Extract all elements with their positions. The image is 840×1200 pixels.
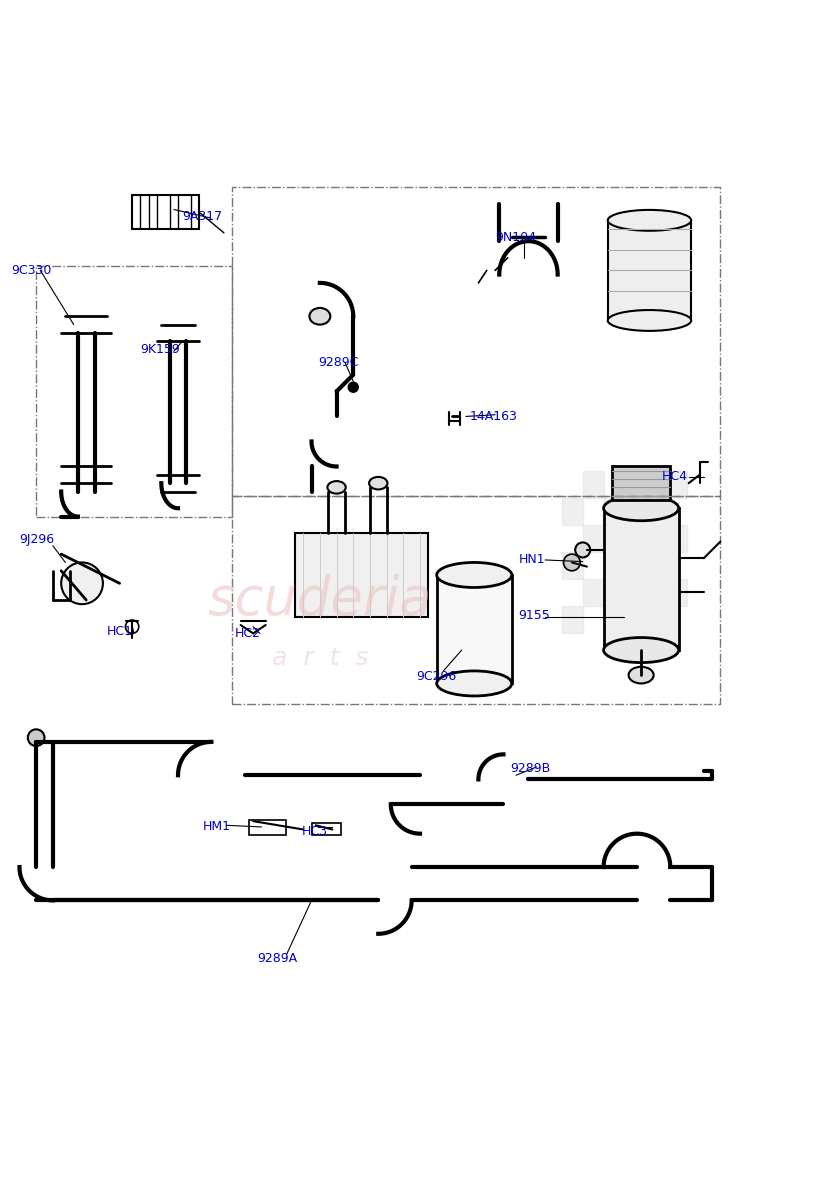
Bar [437,575,512,684]
Text: HC2: HC2 [234,626,260,640]
Text: 9N104: 9N104 [495,230,536,244]
Text: 9K159: 9K159 [140,343,181,356]
Bar [583,470,604,498]
Bar [562,552,583,580]
Bar [666,524,687,552]
Text: 9J296: 9J296 [19,534,55,546]
Bar [624,524,645,552]
Text: 9155: 9155 [518,608,550,622]
Bar [645,606,666,634]
Bar [295,533,428,617]
Ellipse shape [604,496,679,521]
Text: scuderia: scuderia [207,574,432,626]
Text: 14A163: 14A163 [470,410,518,422]
Text: HN1: HN1 [518,553,545,566]
Text: HC1: HC1 [107,625,133,638]
Bar [645,552,666,580]
Ellipse shape [309,308,330,325]
Bar [645,498,666,524]
Bar [612,467,670,500]
Ellipse shape [328,481,346,493]
Text: 9C330: 9C330 [11,264,51,277]
Text: a  r  t  s: a r t s [271,647,368,671]
Ellipse shape [608,210,691,230]
Text: 9289C: 9289C [318,355,359,368]
Bar [312,823,341,835]
Bar [132,196,199,229]
Bar [583,524,604,552]
Bar [604,498,624,524]
Text: HC4: HC4 [662,470,688,484]
Bar [666,470,687,498]
Bar [583,580,604,606]
Bar [604,509,679,650]
Bar [562,606,583,634]
Bar [624,470,645,498]
Bar [608,221,691,320]
Bar [604,606,624,634]
Ellipse shape [369,476,387,490]
Ellipse shape [437,563,512,588]
Bar [624,580,645,606]
Ellipse shape [608,310,691,331]
Ellipse shape [437,671,512,696]
Bar [249,821,286,835]
Bar [666,580,687,606]
Ellipse shape [628,667,654,684]
Circle shape [564,554,580,571]
Circle shape [28,730,45,746]
Text: 9A317: 9A317 [182,210,223,223]
Text: 9C296: 9C296 [416,671,456,683]
Text: 9289B: 9289B [510,762,550,775]
Bar [604,552,624,580]
Ellipse shape [604,637,679,662]
Text: 9289A: 9289A [257,953,297,965]
Circle shape [61,563,103,604]
Text: HC3: HC3 [302,826,328,839]
Ellipse shape [575,542,591,558]
Bar [562,498,583,524]
Text: HM1: HM1 [203,821,231,834]
Circle shape [349,383,358,392]
